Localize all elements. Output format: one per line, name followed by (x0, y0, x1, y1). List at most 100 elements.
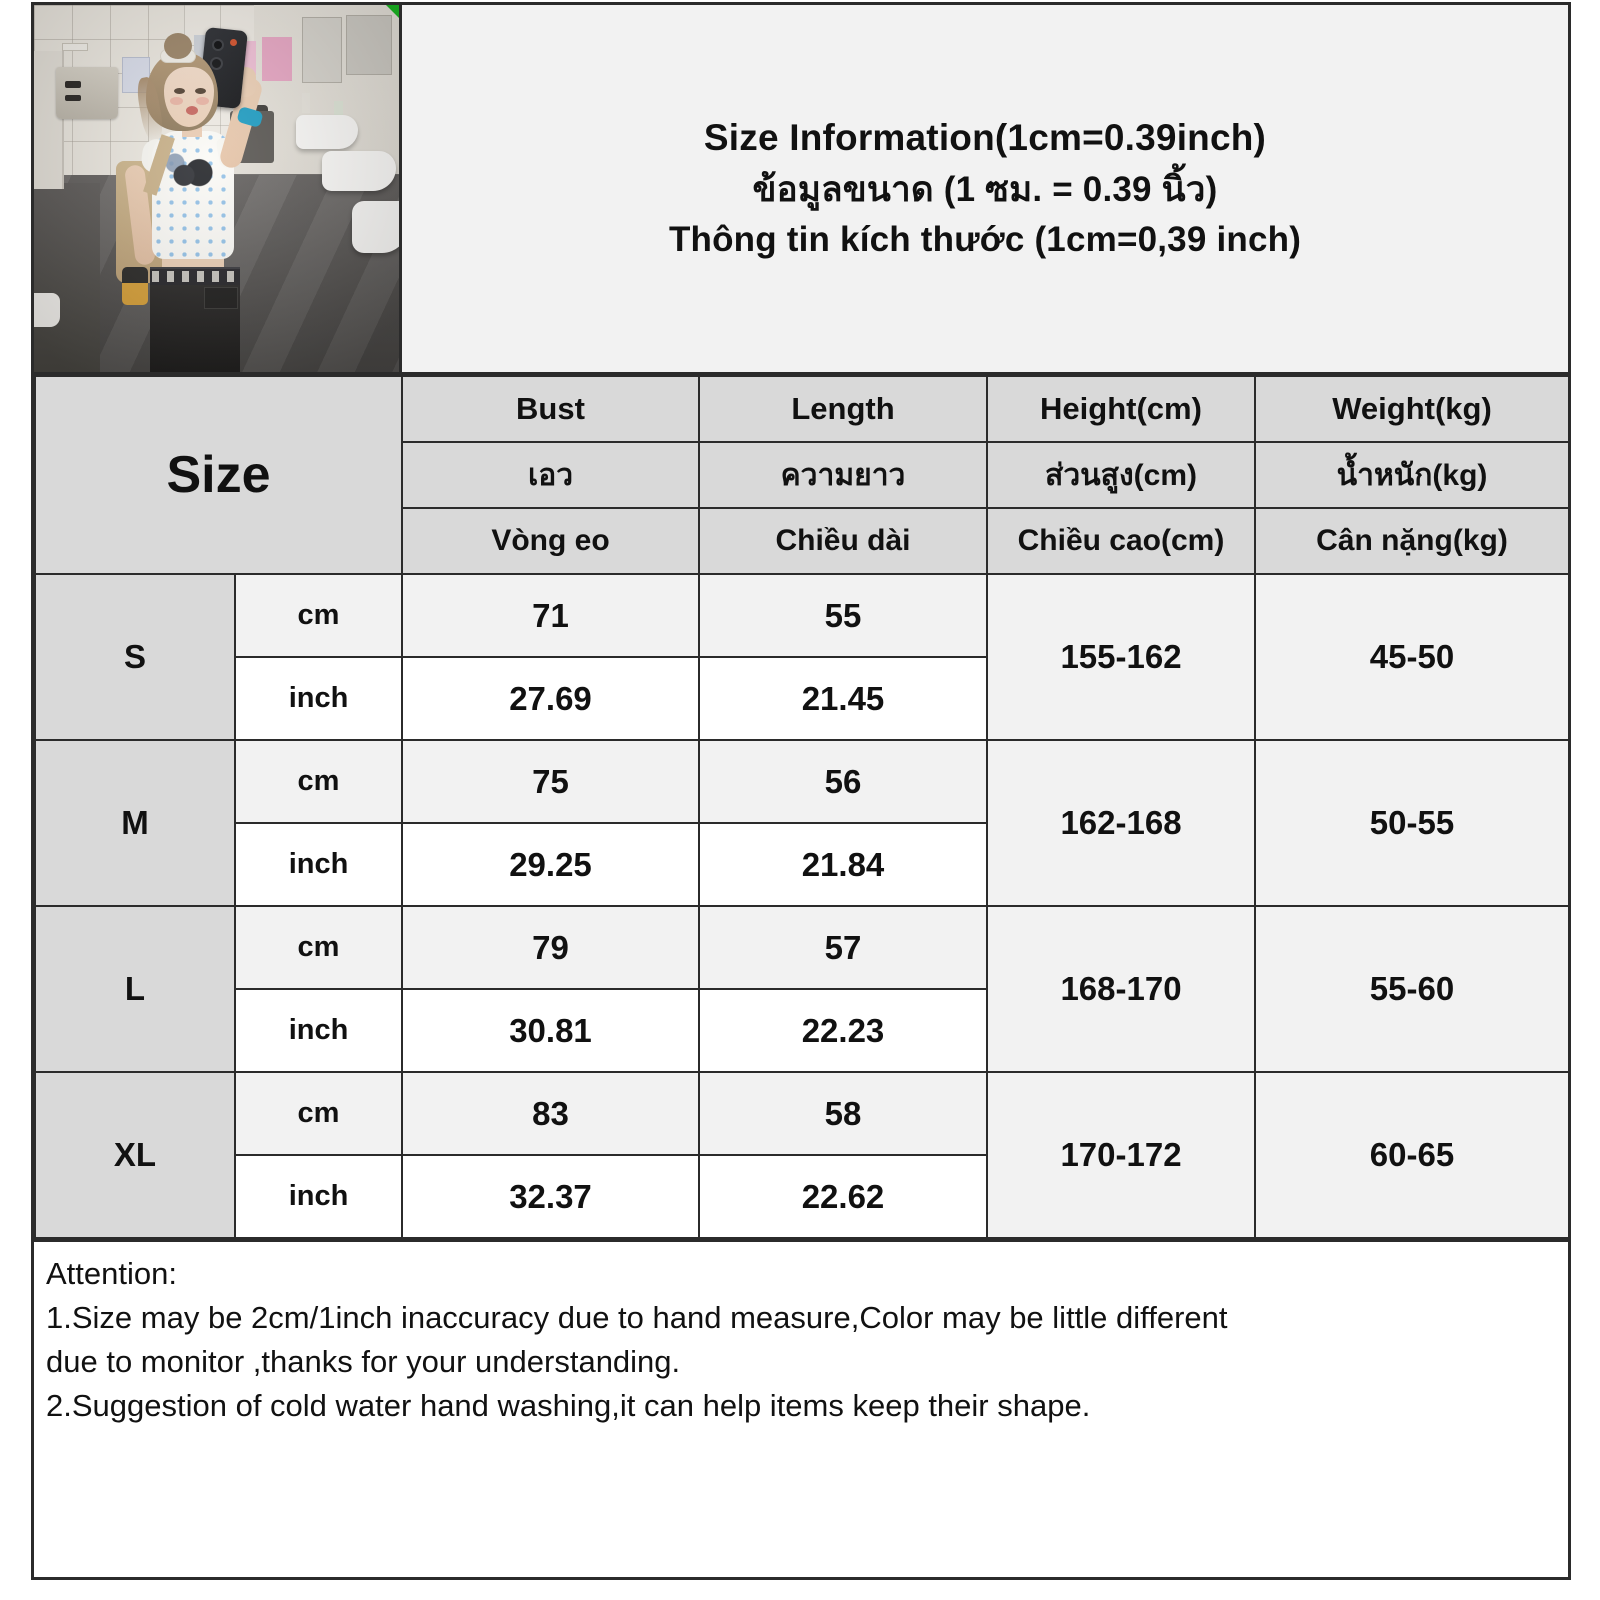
photo-lips (186, 106, 198, 115)
header-height-en: Height(cm) (986, 375, 1256, 443)
row-height: 162-168 (986, 739, 1256, 907)
row-bust-inch: 27.69 (401, 656, 700, 741)
photo-soap-dispenser-two (302, 93, 310, 113)
row-size-label: XL (34, 1071, 236, 1239)
row-length-cm: 55 (698, 573, 988, 658)
header-bust-vi: Vòng eo (401, 507, 700, 575)
photo-phone-lens-two (210, 57, 223, 70)
photo-soap-dispenser (334, 101, 343, 123)
photo-belt-studs (152, 271, 238, 282)
photo-paper-dispenser (56, 67, 118, 119)
row-bust-cm: 79 (401, 905, 700, 990)
row-unit-inch: inch (234, 656, 403, 741)
green-corner-marker-icon (385, 5, 399, 19)
table-row: M cm 75 56 162-168 50-55 (34, 739, 1570, 907)
size-chart-sheet: Size Information(1cm=0.39inch) ข้อมูลขนา… (31, 2, 1571, 1580)
attention-heading: Attention: (46, 1256, 177, 1291)
attention-note-1b: due to monitor ,thanks for your understa… (46, 1344, 681, 1380)
header-height-vi: Chiều cao(cm) (986, 507, 1256, 575)
attention-note-2: 2.Suggestion of cold water hand washing,… (46, 1388, 1091, 1424)
row-length-inch: 21.45 (698, 656, 988, 741)
row-size-label: M (34, 739, 236, 907)
header-bust-en: Bust (401, 375, 700, 443)
row-height: 168-170 (986, 905, 1256, 1073)
photo-mirror-one (302, 17, 342, 83)
size-column-header: Size (34, 375, 403, 575)
photo-phone-flash (230, 39, 237, 46)
header-band: Size Information(1cm=0.39inch) ข้อมูลขนา… (34, 5, 1568, 375)
table-header-row-th: เอว ความยาว ส่วนสูง(cm) น้ำหนัก(kg) (35, 441, 1570, 509)
row-weight: 50-55 (1254, 739, 1570, 907)
photo-right-eye (195, 88, 206, 94)
title-block: Size Information(1cm=0.39inch) ข้อมูลขนา… (402, 5, 1568, 372)
photo-urinal (34, 293, 60, 327)
photo-keychain (122, 267, 148, 305)
header-length-vi: Chiều dài (698, 507, 988, 575)
photo-wall-sign (62, 43, 88, 51)
table-header-row-en: Size Bust Length Height(cm) Weight(kg) (34, 375, 1570, 575)
photo-left-blush (170, 97, 183, 105)
title-line-vietnamese: Thông tin kích thước (1cm=0,39 inch) (668, 220, 1302, 260)
header-weight-en: Weight(kg) (1254, 375, 1570, 443)
table-row: XL cm 83 58 170-172 60-65 (34, 1071, 1570, 1239)
photo-face (164, 67, 214, 127)
row-height: 155-162 (986, 573, 1256, 741)
photo-pocket-flap (204, 287, 238, 309)
photo-right-blush (196, 97, 209, 105)
photo-left-eye (174, 88, 185, 94)
header-weight-vi: Cân nặng(kg) (1254, 507, 1570, 575)
header-height-th: ส่วนสูง(cm) (986, 441, 1256, 509)
table-row: inch 30.81 22.23 (35, 988, 1569, 1073)
title-line-thai: ข้อมูลขนาด (1 ซม. = 0.39 นิ้ว) (752, 169, 1218, 209)
row-bust-cm: 75 (401, 739, 700, 824)
row-unit-cm: cm (234, 905, 403, 990)
row-unit-cm: cm (234, 573, 403, 658)
photo-pink-panel (262, 37, 292, 81)
attention-block: Attention: 1.Size may be 2cm/1inch inacc… (34, 1239, 1568, 1577)
photo-sink-three (352, 201, 399, 253)
row-bust-cm: 83 (401, 1071, 700, 1156)
row-size-label: S (34, 573, 236, 741)
header-length-en: Length (698, 375, 988, 443)
row-unit-inch: inch (234, 1154, 403, 1239)
size-table: Size Bust Length Height(cm) Weight(kg) เ… (34, 375, 1570, 1239)
photo-hair-bun (164, 33, 192, 59)
product-photo (34, 5, 402, 372)
photo-mirror-two (346, 15, 392, 75)
photo-cat-graphic (168, 157, 218, 191)
photo-floor-left (34, 183, 100, 372)
row-height: 170-172 (986, 1071, 1256, 1239)
row-weight: 55-60 (1254, 905, 1570, 1073)
row-length-inch: 22.23 (698, 988, 988, 1073)
header-weight-th: น้ำหนัก(kg) (1254, 441, 1570, 509)
table-row: inch 32.37 22.62 (35, 1154, 1569, 1239)
header-length-th: ความยาว (698, 441, 988, 509)
row-length-cm: 58 (698, 1071, 988, 1156)
table-row: L cm 79 57 168-170 55-60 (34, 905, 1570, 1073)
row-bust-inch: 29.25 (401, 822, 700, 907)
row-bust-inch: 30.81 (401, 988, 700, 1073)
photo-phone-lens-one (212, 39, 224, 51)
row-weight: 60-65 (1254, 1071, 1570, 1239)
row-size-label: L (34, 905, 236, 1073)
row-weight: 45-50 (1254, 573, 1570, 741)
row-length-cm: 56 (698, 739, 988, 824)
row-unit-inch: inch (234, 988, 403, 1073)
row-unit-cm: cm (234, 1071, 403, 1156)
photo-sink-one (296, 115, 358, 149)
table-row: inch 27.69 21.45 (35, 656, 1569, 741)
row-length-cm: 57 (698, 905, 988, 990)
row-unit-inch: inch (234, 822, 403, 907)
row-length-inch: 21.84 (698, 822, 988, 907)
title-line-english: Size Information(1cm=0.39inch) (703, 116, 1267, 158)
attention-note-1a: 1.Size may be 2cm/1inch inaccuracy due t… (46, 1300, 1228, 1336)
row-length-inch: 22.62 (698, 1154, 988, 1239)
photo-sink-two (322, 151, 396, 191)
header-bust-th: เอว (401, 441, 700, 509)
row-unit-cm: cm (234, 739, 403, 824)
row-bust-inch: 32.37 (401, 1154, 700, 1239)
row-bust-cm: 71 (401, 573, 700, 658)
table-header-row-vi: Vòng eo Chiều dài Chiều cao(cm) Cân nặng… (35, 507, 1570, 575)
table-row: S cm 71 55 155-162 45-50 (34, 573, 1570, 741)
